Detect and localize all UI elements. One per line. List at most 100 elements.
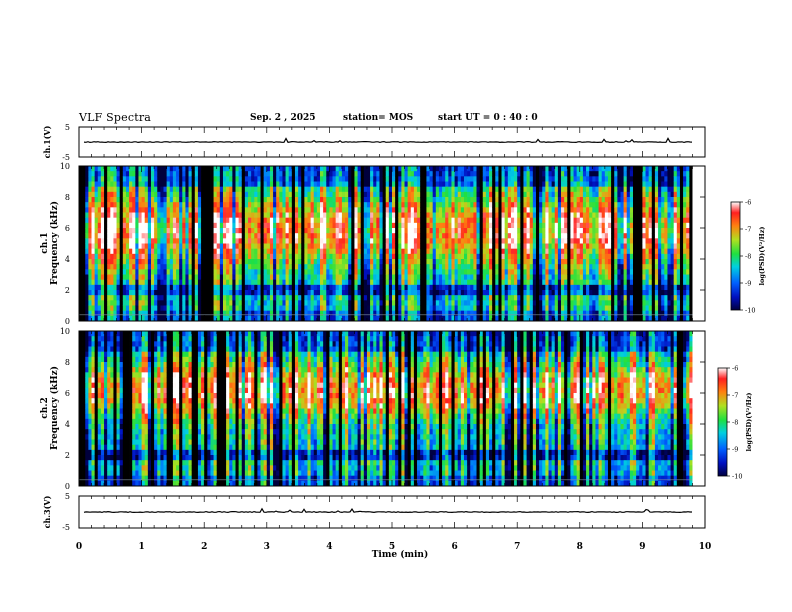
spectrogram-cell: [304, 284, 308, 291]
spectrogram-cell: [147, 181, 152, 188]
spectrogram-cell: [323, 202, 327, 208]
spectrogram-cell: [351, 248, 355, 255]
spectrogram-cell: [141, 315, 146, 322]
spectrogram-cell: [476, 222, 480, 229]
spectrogram-cell: [238, 233, 243, 239]
spectrogram-cell: [564, 264, 568, 270]
spectrogram-cell: [482, 284, 487, 291]
spectrogram-cell: [548, 166, 552, 172]
spectrogram-cell: [163, 171, 167, 177]
spectrogram-cell: [285, 259, 290, 265]
spectrogram-cell: [79, 217, 83, 224]
spectrogram-cell: [586, 259, 590, 265]
spectrogram-cell: [542, 279, 546, 286]
spectrogram-cell: [523, 181, 527, 188]
spectrogram-cell: [401, 274, 405, 281]
spectrogram-cell: [226, 222, 230, 229]
spectrogram-cell: [573, 207, 578, 213]
spectrogram-cell: [351, 233, 355, 239]
spectrogram-cell: [479, 259, 484, 265]
spectrogram-cell: [254, 248, 258, 255]
spectrogram-cell: [251, 176, 255, 182]
spectrogram-cell: [579, 166, 584, 172]
spectrogram-cell: [573, 248, 578, 255]
spectrogram-cell: [366, 217, 371, 224]
spectrogram-cell: [160, 310, 164, 317]
spectrogram-cell: [373, 300, 377, 306]
spectrogram-cell: [172, 181, 177, 188]
spectrogram-cell: [91, 305, 95, 312]
spectrogram-cell: [473, 243, 477, 250]
spectrogram-cell: [301, 295, 305, 301]
spectrogram-cell: [229, 248, 233, 255]
spectrogram-cell: [460, 176, 465, 182]
spectrogram-cell: [479, 264, 484, 270]
spectrogram-cell: [329, 248, 333, 255]
spectrogram-cell: [554, 274, 559, 281]
spectrogram-cell: [310, 290, 315, 296]
spectrogram-cell: [510, 228, 515, 234]
spectrogram-cell: [504, 310, 509, 317]
spectrogram-cell: [335, 269, 340, 275]
spectrogram-cell: [460, 228, 465, 234]
spectrogram-cell: [492, 171, 496, 177]
spectrogram-cell: [125, 305, 130, 312]
spectrogram-cell: [510, 290, 515, 296]
spectrogram-cell: [235, 305, 239, 312]
spectrogram-cell: [320, 186, 324, 193]
spectrogram-cell: [529, 295, 534, 301]
spectrogram-cell: [301, 315, 305, 322]
spectrogram-cell: [279, 295, 283, 301]
spectrogram-cell: [329, 222, 333, 229]
spectrogram-cell: [197, 228, 202, 234]
spectrogram-cell: [451, 181, 455, 188]
spectrogram-cell: [172, 202, 177, 208]
spectrogram-cell: [310, 181, 315, 188]
spectrogram-cell: [495, 310, 499, 317]
spectrogram-cell: [510, 315, 515, 322]
spectrogram-cell: [291, 186, 296, 193]
spectrogram-cell: [110, 269, 114, 275]
spectrogram-cell: [388, 243, 393, 250]
spectrogram-cell: [473, 290, 477, 296]
spectrogram-cell: [251, 243, 255, 250]
spectrogram-cell: [376, 233, 380, 239]
spectrogram-cell: [172, 176, 177, 182]
spectrogram-cell: [573, 315, 578, 322]
spectrogram-cell: [266, 274, 271, 281]
spectrogram-cell: [561, 305, 565, 312]
spectrogram-cell: [561, 207, 565, 213]
spectrogram-cell: [507, 166, 512, 172]
spectrogram-cell: [100, 176, 105, 182]
spectrogram-cell: [573, 243, 578, 250]
spectrogram-cell: [107, 274, 111, 281]
spectrogram-cell: [379, 300, 383, 306]
spectrogram-cell: [188, 295, 193, 301]
spectrogram-cell: [413, 217, 418, 224]
spectrogram-cell: [207, 238, 211, 244]
spectrogram-cell: [573, 222, 578, 229]
spectrogram-cell: [561, 259, 565, 265]
spectrogram-cell: [107, 284, 111, 291]
spectrogram-cell: [589, 202, 593, 208]
spectrogram-cell: [282, 207, 286, 213]
spectrogram-cell: [548, 305, 552, 312]
spectrogram-cell: [373, 233, 377, 239]
spectrogram-cell: [294, 315, 299, 322]
spectrogram-cell: [363, 233, 368, 239]
spectrogram-cell: [132, 212, 136, 219]
spectrogram-cell: [304, 238, 308, 244]
spectrogram-cell: [160, 238, 164, 244]
spectrogram-cell: [179, 300, 183, 306]
spectrogram-cell: [154, 274, 158, 281]
spectrogram-cell: [467, 305, 471, 312]
spectrogram-cell: [561, 181, 565, 188]
spectrogram-cell: [423, 310, 427, 317]
spectrogram-cell: [526, 197, 531, 203]
spectrogram-cell: [79, 305, 83, 312]
spectrogram-cell: [476, 217, 480, 224]
spectrogram-cell: [517, 181, 521, 188]
spectrogram-cell: [188, 238, 193, 244]
spectrogram-cell: [279, 197, 283, 203]
spectrogram-cell: [398, 207, 402, 213]
